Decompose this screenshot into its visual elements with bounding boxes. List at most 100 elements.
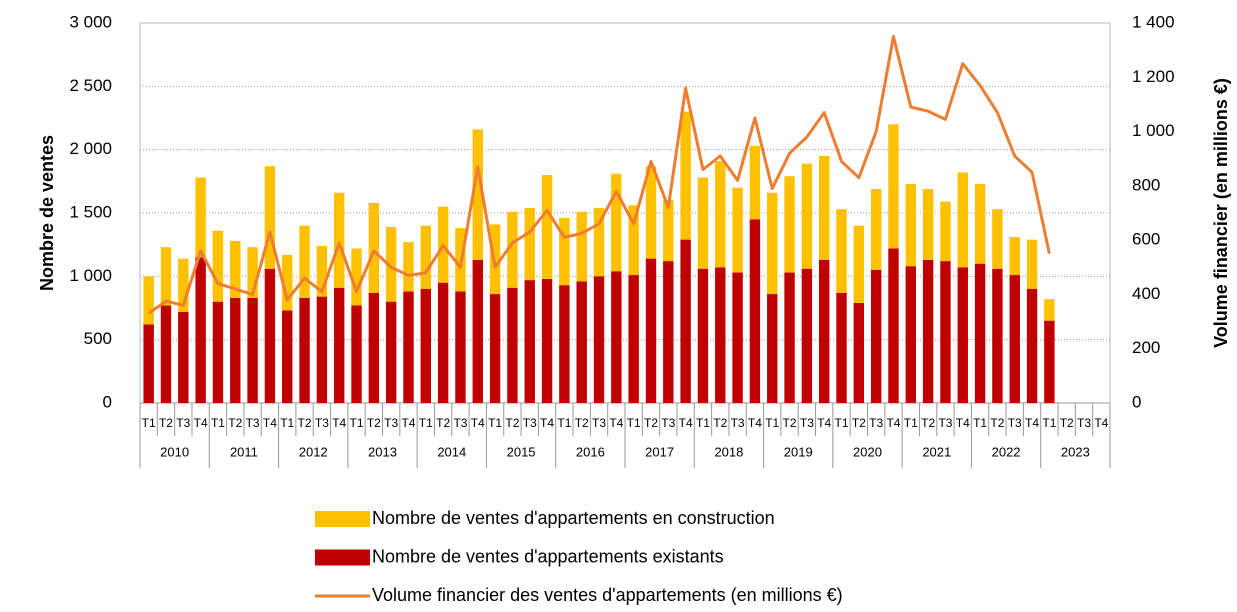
x-tick-label: T2 xyxy=(921,416,935,430)
x-group-label: 2023 xyxy=(1061,444,1090,459)
legend-label: Nombre de ventes d'appartements existant… xyxy=(372,546,724,566)
x-group-label: 2022 xyxy=(992,444,1021,459)
bar xyxy=(732,187,743,273)
x-tick-label: T4 xyxy=(1025,416,1039,430)
bar xyxy=(819,156,830,260)
y2-tick-label: 600 xyxy=(1132,230,1160,249)
bar xyxy=(732,272,743,403)
bar xyxy=(316,245,328,297)
x-tick-label: T1 xyxy=(557,416,571,430)
legend-label: Volume financier des ventes d'appartemen… xyxy=(372,585,843,605)
bar xyxy=(628,275,639,403)
bar xyxy=(247,297,258,403)
x-tick-label: T3 xyxy=(938,416,952,430)
bar xyxy=(784,176,795,273)
bar xyxy=(767,294,778,403)
bar xyxy=(420,289,431,403)
x-tick-label: T2 xyxy=(644,416,658,430)
bar xyxy=(351,248,362,306)
bar xyxy=(212,230,224,302)
x-tick-label: T3 xyxy=(869,416,883,430)
bar xyxy=(368,202,380,293)
bar xyxy=(368,292,380,403)
x-tick-label: T4 xyxy=(609,416,623,430)
bar xyxy=(1026,239,1038,289)
x-tick-label: T2 xyxy=(575,416,589,430)
legend-swatch xyxy=(315,511,370,527)
bar xyxy=(645,258,657,403)
x-tick-label: T1 xyxy=(835,416,849,430)
x-tick-label: T3 xyxy=(523,416,537,430)
x-tick-label: T4 xyxy=(748,416,762,430)
bar xyxy=(1009,237,1020,276)
bar xyxy=(784,272,795,403)
legend-swatch xyxy=(315,549,370,566)
y2-axis-title: Volume financier (en millions €) xyxy=(1211,78,1231,348)
bar xyxy=(160,247,172,306)
bar xyxy=(195,177,206,258)
bar xyxy=(957,172,968,268)
x-tick-label: T2 xyxy=(505,416,519,430)
bar xyxy=(697,268,709,403)
bar xyxy=(524,280,535,403)
bar xyxy=(282,254,293,311)
bar xyxy=(992,209,1003,269)
x-tick-label: T4 xyxy=(540,416,554,430)
bar xyxy=(351,305,362,403)
bar xyxy=(1044,299,1055,321)
x-tick-label: T2 xyxy=(436,416,450,430)
bar xyxy=(836,292,847,403)
bar xyxy=(541,175,553,279)
bar xyxy=(576,281,587,403)
bar xyxy=(178,258,189,312)
bar xyxy=(195,257,206,403)
x-tick-label: T1 xyxy=(211,416,225,430)
x-tick-label: T2 xyxy=(990,416,1004,430)
x-tick-label: T1 xyxy=(973,416,987,430)
x-group-label: 2012 xyxy=(299,444,328,459)
x-tick-label: T1 xyxy=(142,416,156,430)
x-tick-label: T3 xyxy=(592,416,606,430)
bar xyxy=(264,166,276,269)
bar xyxy=(888,248,899,403)
bar xyxy=(940,201,951,262)
y2-tick-label: 1 200 xyxy=(1132,67,1175,86)
x-group-label: 2015 xyxy=(507,444,536,459)
x-tick-label: T3 xyxy=(1077,416,1091,430)
bar xyxy=(645,166,657,259)
bar xyxy=(576,211,587,282)
x-tick-label: T3 xyxy=(1008,416,1022,430)
x-group-label: 2013 xyxy=(368,444,397,459)
x-tick-label: T1 xyxy=(765,416,779,430)
x-tick-label: T4 xyxy=(194,416,208,430)
bar xyxy=(385,226,397,302)
x-tick-label: T2 xyxy=(228,416,242,430)
x-tick-label: T3 xyxy=(384,416,398,430)
bar xyxy=(230,240,241,298)
bar xyxy=(264,268,276,403)
bar xyxy=(663,200,674,262)
bar xyxy=(628,205,639,276)
bar xyxy=(1044,320,1055,403)
bar xyxy=(801,268,813,403)
bar xyxy=(749,145,761,220)
y-tick-label: 3 000 xyxy=(69,12,112,31)
x-tick-label: T2 xyxy=(298,416,312,430)
y2-tick-label: 1 400 xyxy=(1132,12,1175,31)
bar xyxy=(905,183,916,267)
bar xyxy=(455,291,466,403)
bar xyxy=(282,310,293,403)
bar xyxy=(888,124,899,249)
y-axis-title: Nombre de ventes xyxy=(37,135,57,291)
bar xyxy=(507,211,518,288)
bar xyxy=(420,225,431,289)
x-tick-label: T1 xyxy=(904,416,918,430)
x-group-label: 2014 xyxy=(437,444,466,459)
x-tick-label: T2 xyxy=(367,416,381,430)
bar xyxy=(1026,289,1038,403)
x-tick-label: T3 xyxy=(176,416,190,430)
x-tick-label: T1 xyxy=(419,416,433,430)
x-tick-label: T1 xyxy=(627,416,641,430)
x-tick-label: T3 xyxy=(315,416,329,430)
bar xyxy=(559,285,570,403)
